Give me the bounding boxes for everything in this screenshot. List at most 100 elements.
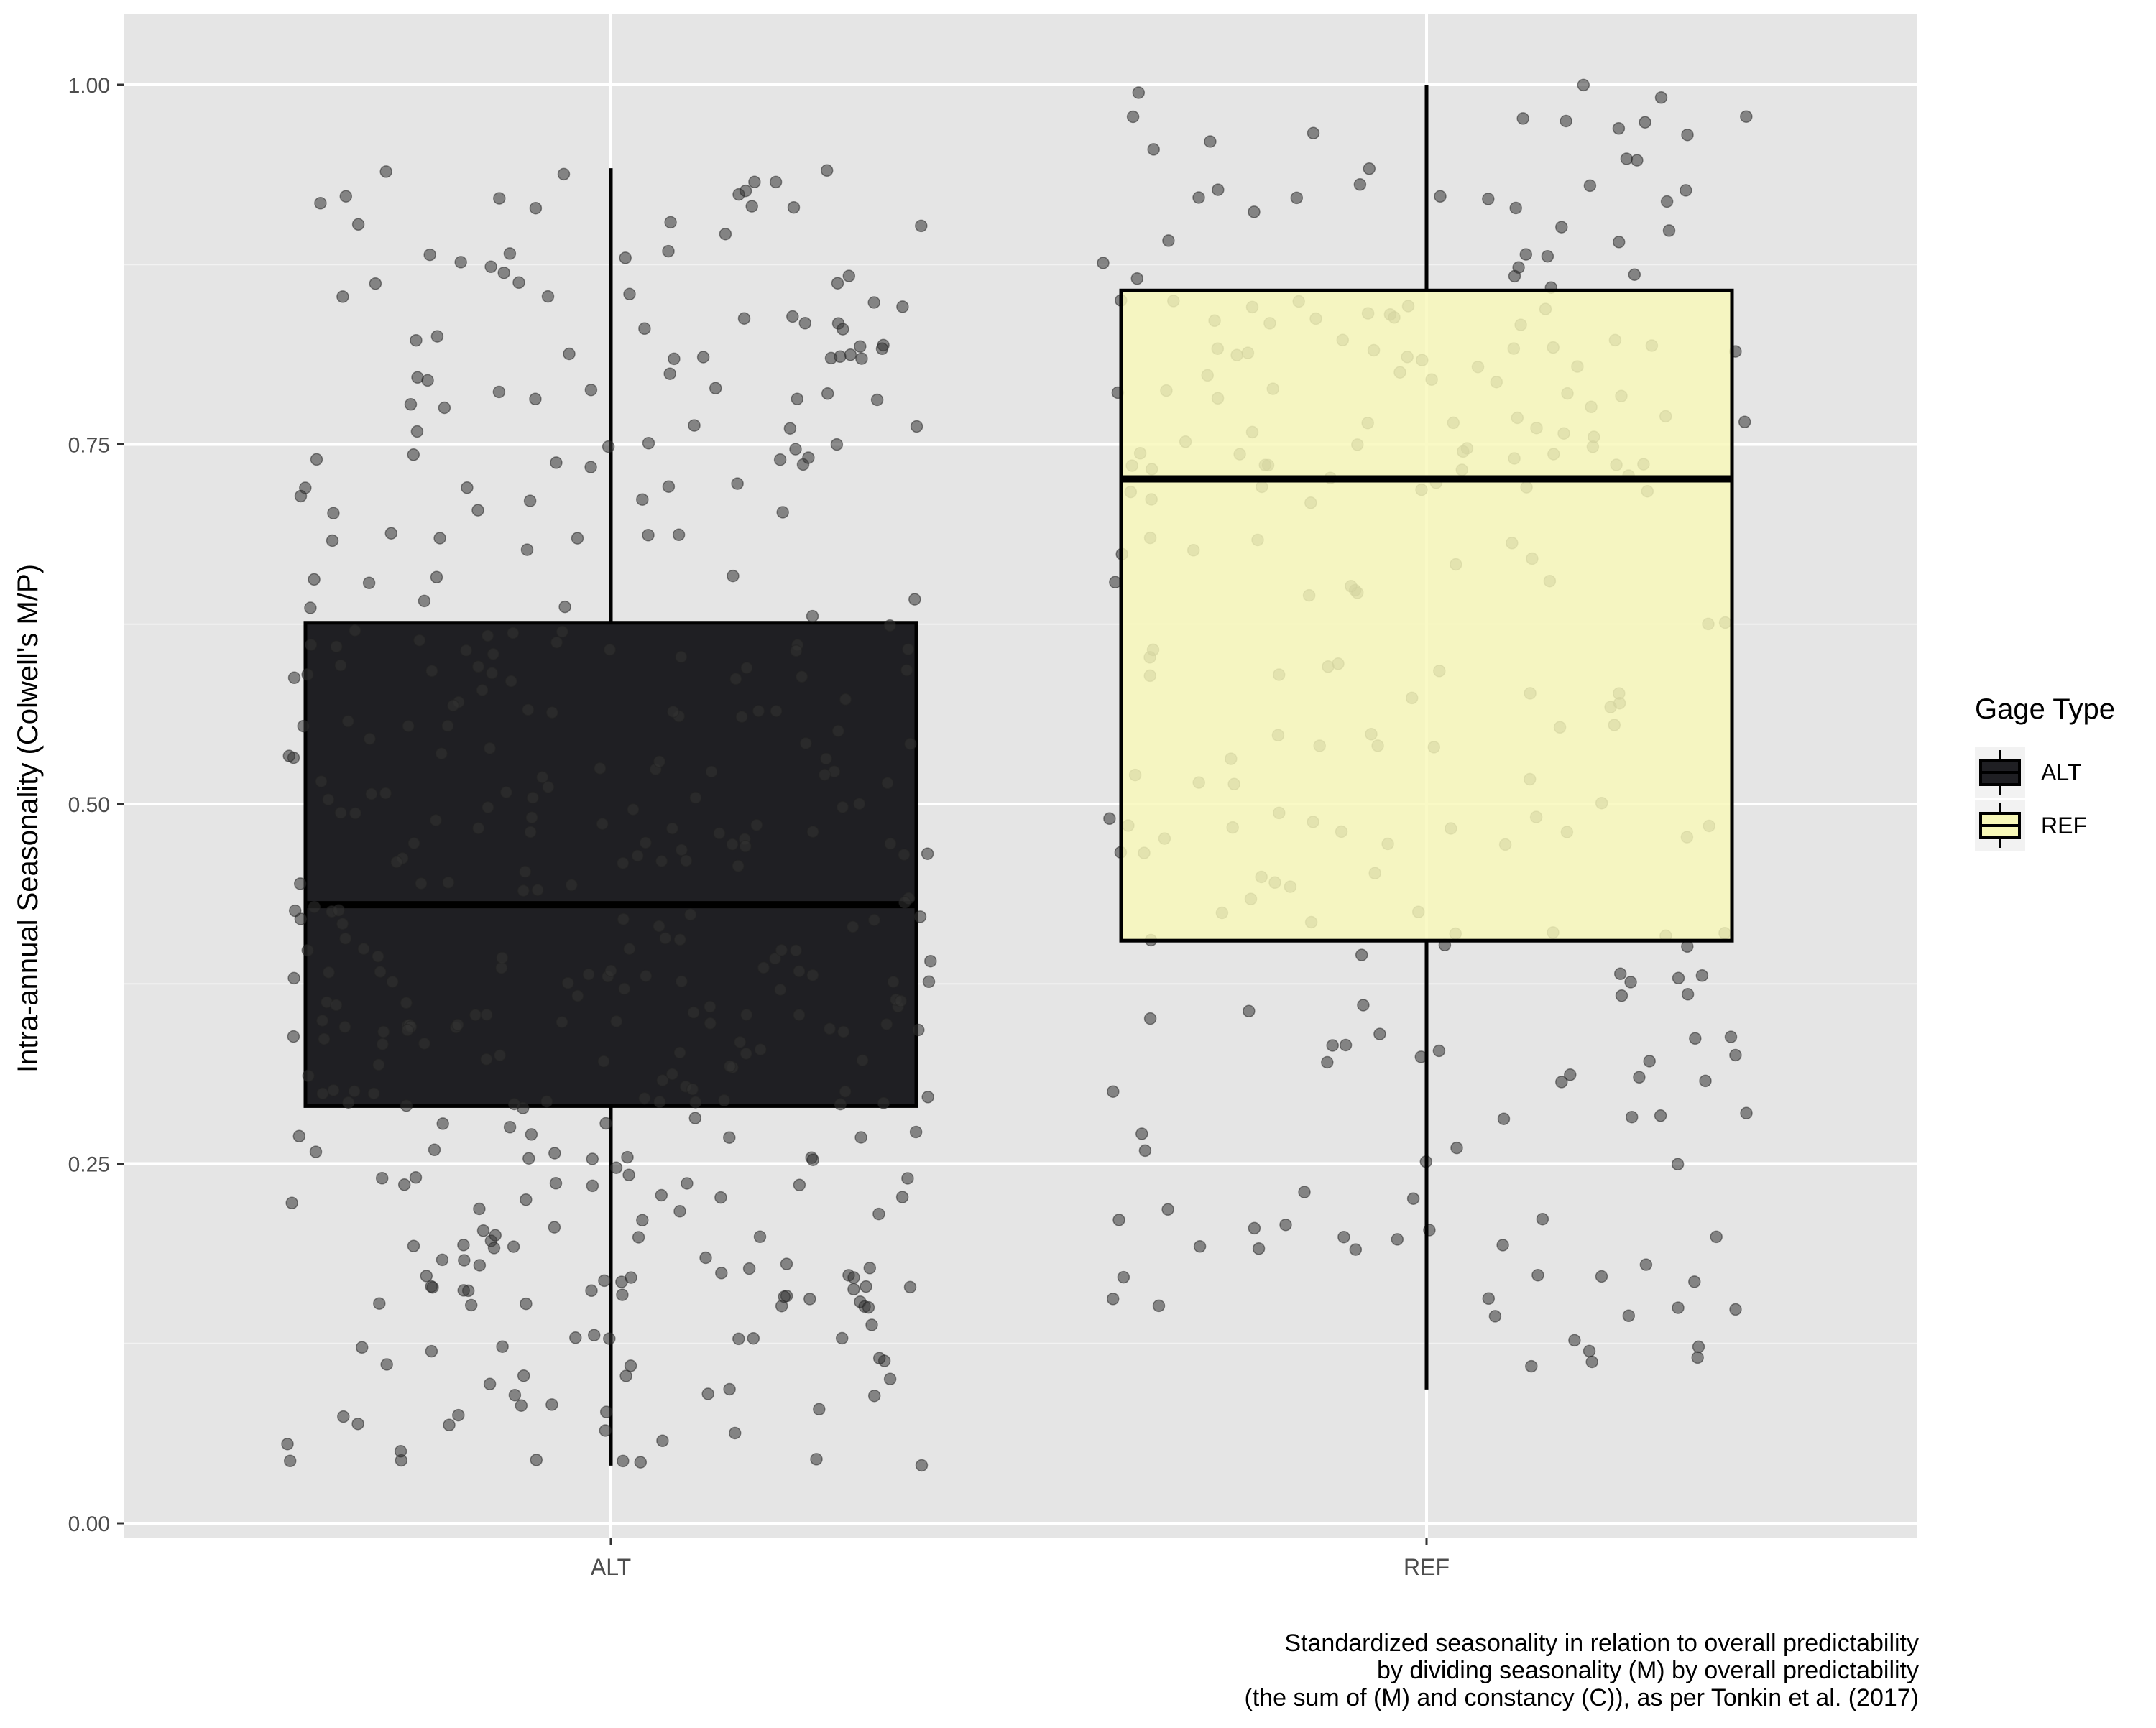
data-point-alt: [384, 527, 398, 540]
data-point-ref: [1672, 971, 1685, 985]
data-point-alt: [847, 1271, 860, 1284]
data-point-alt: [503, 1121, 517, 1134]
data-point-alt: [638, 322, 651, 336]
data-point-alt: [349, 624, 361, 637]
data-point-alt: [520, 543, 534, 556]
data-point-alt: [860, 1280, 872, 1293]
data-point-alt: [428, 1143, 441, 1157]
data-point-alt: [616, 1288, 629, 1301]
data-point-alt: [425, 1344, 438, 1358]
data-point-alt: [854, 340, 867, 353]
data-point-ref: [1710, 1230, 1723, 1244]
data-point-alt: [549, 1177, 563, 1190]
data-point-alt: [495, 951, 509, 964]
data-point-alt: [872, 1207, 885, 1221]
data-point-alt: [867, 1389, 881, 1403]
data-point-alt: [855, 352, 868, 365]
data-point-alt: [598, 1274, 611, 1288]
data-point-alt: [308, 900, 321, 914]
data-point-ref: [1585, 1355, 1598, 1369]
data-point-ref: [1564, 1068, 1577, 1081]
data-point-alt: [341, 1096, 355, 1109]
data-point-ref: [1699, 1074, 1712, 1088]
legend: Gage Type ALT REF: [1975, 693, 2115, 851]
data-point-alt: [910, 420, 923, 433]
data-point-ref: [1147, 143, 1160, 156]
data-point-alt: [420, 1270, 433, 1283]
data-point-alt: [503, 247, 517, 260]
data-point-alt: [732, 1332, 745, 1346]
data-point-ref: [1555, 1076, 1568, 1089]
data-point-alt: [492, 385, 506, 399]
data-point-alt: [732, 859, 745, 873]
data-point-alt: [451, 1018, 464, 1031]
data-point-alt: [446, 699, 460, 712]
data-point-ref: [1729, 1048, 1742, 1062]
data-point-alt: [913, 910, 927, 923]
data-point-alt: [664, 216, 677, 229]
data-point-ref: [1681, 128, 1694, 142]
data-point-alt: [497, 266, 510, 279]
data-point-alt: [617, 856, 630, 869]
data-point-alt: [367, 1087, 380, 1100]
data-point-alt: [842, 269, 856, 282]
data-point-alt: [844, 348, 857, 361]
data-point-ref: [1152, 1299, 1166, 1313]
data-point-alt: [526, 791, 540, 804]
data-point-alt: [745, 200, 758, 213]
data-point-alt: [480, 1053, 493, 1066]
data-point-alt: [548, 1221, 561, 1234]
data-point-alt: [653, 1095, 666, 1109]
data-point-alt: [483, 741, 497, 755]
data-point-alt: [334, 806, 347, 819]
data-point-ref: [1508, 269, 1521, 283]
data-point-alt: [322, 793, 335, 806]
data-point-alt: [464, 1298, 478, 1312]
data-point-alt: [332, 904, 346, 917]
data-point-alt: [379, 165, 392, 178]
data-point-alt: [672, 528, 686, 542]
data-point-alt: [839, 693, 852, 706]
data-point-alt: [302, 1069, 315, 1083]
data-point-alt: [625, 1271, 637, 1284]
data-point-alt: [806, 825, 819, 838]
data-point-ref: [1357, 999, 1370, 1012]
data-point-ref: [1622, 1309, 1636, 1323]
data-point-alt: [380, 1358, 393, 1371]
data-point-ref: [1193, 1240, 1207, 1253]
data-point-alt: [337, 1410, 350, 1423]
data-point-alt: [776, 506, 789, 519]
data-point-alt: [619, 251, 632, 264]
data-point-alt: [485, 667, 499, 680]
data-point-alt: [415, 877, 428, 890]
data-point-alt: [418, 1037, 431, 1050]
data-point-alt: [846, 920, 860, 933]
data-point-ref: [1192, 191, 1205, 204]
data-point-alt: [675, 844, 688, 856]
data-point-alt: [442, 876, 455, 890]
data-point-alt: [545, 706, 559, 719]
data-point-alt: [740, 661, 753, 675]
data-point-alt: [556, 625, 569, 638]
data-point-alt: [921, 847, 934, 860]
axes: 0.00 0.25 0.50 0.75 1.00 ALT REF Intra-annual S…: [12, 74, 1450, 1580]
data-point-alt: [627, 803, 640, 816]
data-point-alt: [656, 1434, 669, 1448]
data-point-ref: [1688, 1275, 1701, 1288]
data-point-alt: [834, 1097, 847, 1111]
data-point-alt: [410, 425, 424, 438]
data-point-alt: [609, 1015, 623, 1028]
x-tick-label: ALT: [591, 1554, 631, 1580]
data-point-alt: [458, 1254, 471, 1267]
data-point-alt: [584, 383, 598, 397]
data-point-alt: [308, 573, 321, 586]
data-point-alt: [739, 184, 752, 198]
data-point-alt: [835, 1331, 849, 1345]
data-point-alt: [585, 1284, 598, 1298]
data-point-alt: [709, 382, 722, 395]
data-point-alt: [473, 1259, 487, 1272]
data-point-alt: [903, 737, 917, 751]
data-point-alt: [867, 296, 880, 309]
data-point-alt: [728, 1426, 742, 1440]
